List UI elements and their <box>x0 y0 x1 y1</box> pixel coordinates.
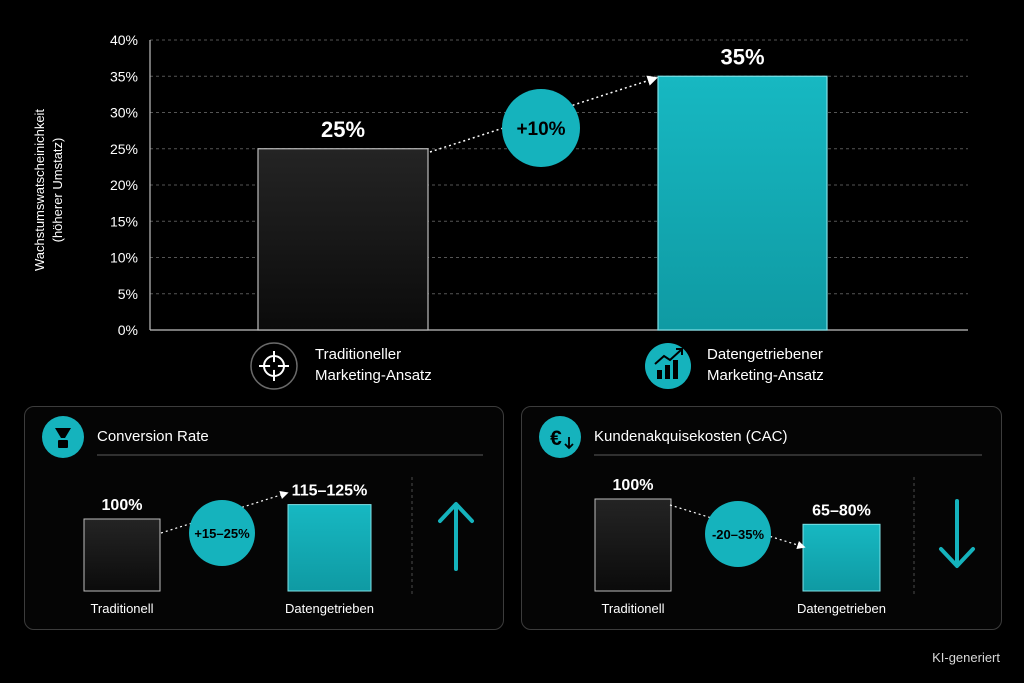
panel-title: Conversion Rate <box>97 428 209 445</box>
bar <box>802 523 881 592</box>
bar <box>83 518 161 592</box>
conversion-rate-panel: Conversion Rate 100% Traditionell 115–125%… <box>24 406 504 630</box>
bar-value-label: 35% <box>720 44 764 69</box>
category-label-line1: Traditioneller <box>315 346 401 363</box>
bar-value-label: 100% <box>102 497 143 514</box>
panel-bars: 100% Traditionell 115–125% Datengetrieben <box>83 483 374 616</box>
bar-value-label: 65–80% <box>812 502 871 519</box>
y-tick-label: 25% <box>110 141 138 157</box>
y-axis-label-sub: (höherer Umstatz) <box>50 138 65 243</box>
growth-icon-arrowhead <box>676 348 683 355</box>
bar <box>287 504 372 592</box>
bar-category-label: Datengetrieben <box>797 601 886 616</box>
y-tick-label: 10% <box>110 250 138 266</box>
y-tick-label: 15% <box>110 213 138 229</box>
growth-icon-bar1 <box>657 370 662 379</box>
bar <box>257 148 429 331</box>
up-arrow-icon <box>438 502 474 571</box>
delta-badge <box>705 501 771 567</box>
cac-panel: € Kundenakquisekosten (CAC) 100% Traditio… <box>521 406 1002 630</box>
delta-label: +15–25% <box>194 526 250 541</box>
y-tick-label: 0% <box>118 322 138 338</box>
growth-icon-line <box>654 349 682 365</box>
bar-category-label: Traditionell <box>601 601 664 616</box>
down-arrow-icon <box>939 499 975 568</box>
euro-icon-glyph: € <box>550 427 562 450</box>
y-tick-label: 5% <box>118 286 138 302</box>
delta-label: +10% <box>516 119 565 140</box>
category-data-driven: Datengetriebener Marketing-Ansatz <box>645 343 824 389</box>
category-label-line2: Marketing-Ansatz <box>315 367 432 384</box>
target-icon-hole <box>270 362 278 370</box>
y-tick-label: 20% <box>110 177 138 193</box>
y-axis-label: Wachstumswatscheinichkeit <box>32 109 47 271</box>
category-label-line1: Datengetriebener <box>707 346 823 363</box>
y-tick-label: 40% <box>110 32 138 48</box>
panel-bars: 100% Traditionell 65–80% Datengetrieben <box>594 477 886 616</box>
bar <box>594 498 672 592</box>
bar-category-label: Traditionell <box>90 601 153 616</box>
ai-generated-note: KI-generiert <box>932 650 1000 665</box>
y-axis-ticks: 0% 5% 10% 15% 20% 25% 30% 35% 40% <box>110 32 138 338</box>
category-traditional: Traditioneller Marketing-Ansatz <box>250 342 432 390</box>
bar-value-label: 25% <box>321 117 365 142</box>
growth-icon-bar3 <box>673 360 678 379</box>
delta-badge <box>502 89 580 167</box>
category-label-line2: Marketing-Ansatz <box>707 367 824 384</box>
bars: 25% 35% <box>257 44 828 331</box>
bar-value-label: 100% <box>613 477 654 494</box>
bar-category-label: Datengetrieben <box>285 601 374 616</box>
bar <box>657 75 828 331</box>
panel-title: Kundenakquisekosten (CAC) <box>594 428 787 445</box>
delta-label: -20–35% <box>712 527 764 542</box>
main-bar-chart: 0% 5% 10% 15% 20% 25% 30% 35% 40% 25% 35% Wachstu… <box>32 32 968 390</box>
growth-icon-bar2 <box>665 365 670 379</box>
delta-badge <box>189 500 255 566</box>
y-tick-label: 35% <box>110 68 138 84</box>
euro-icon-down-arrow <box>564 437 574 450</box>
y-tick-label: 30% <box>110 105 138 121</box>
funnel-icon-base <box>58 440 68 448</box>
funnel-icon-shape <box>55 428 71 438</box>
bar-value-label: 115–125% <box>292 483 368 500</box>
